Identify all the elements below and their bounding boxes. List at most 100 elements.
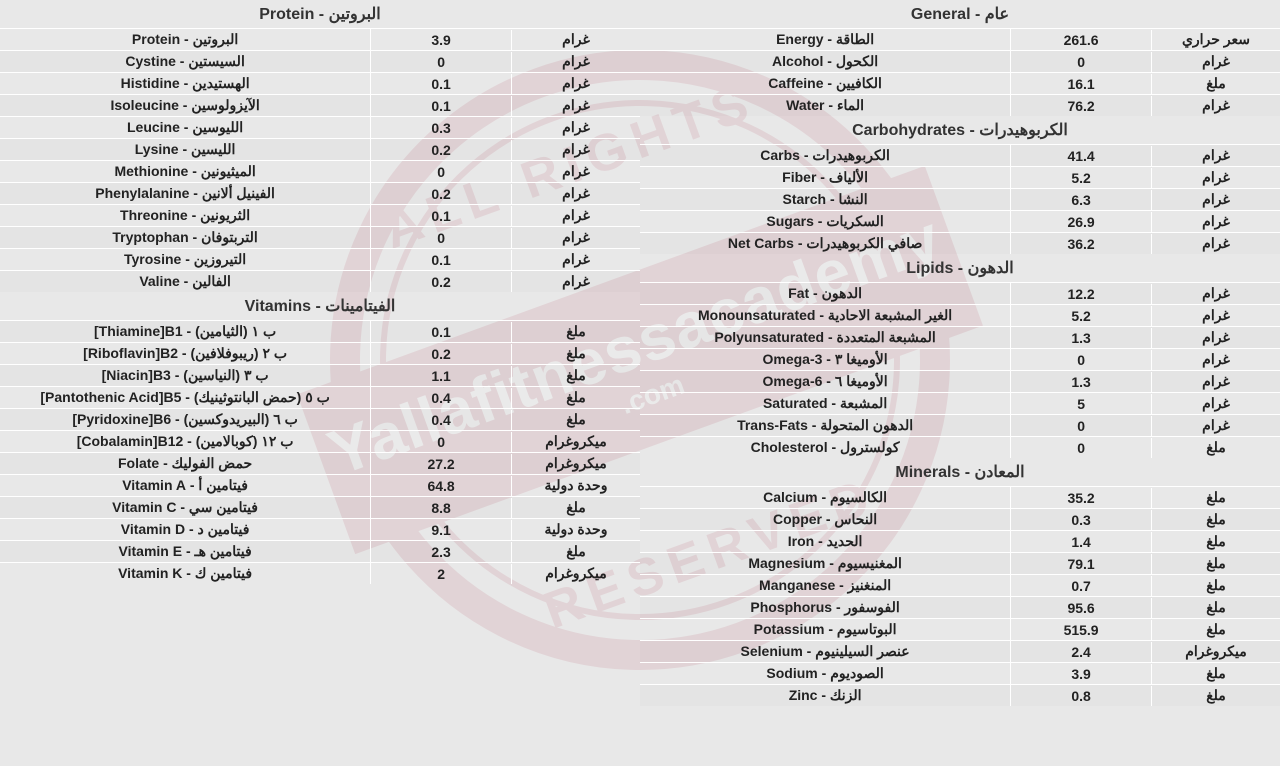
- nutrient-unit: غرام: [512, 139, 640, 160]
- table-row: فيتامين سي - Vitamin C8.8ملغ: [0, 496, 640, 518]
- nutrient-name: المنغنيز - Manganese: [640, 575, 1011, 596]
- table-row: النشا - Starch6.3غرام: [640, 188, 1280, 210]
- nutrient-name: ب ٥ (حمض البانتوثينيك) - Pantothenic Aci…: [0, 387, 371, 408]
- left-section-title: الفيتامينات - Vitamins: [0, 292, 640, 320]
- nutrient-name: ب ٣ (النياسين) - Niacin]B3]: [0, 365, 371, 386]
- nutrient-name: الألياف - Fiber: [640, 167, 1011, 188]
- nutrient-unit: ملغ: [512, 409, 640, 430]
- nutrient-name: الليوسين - Leucine: [0, 117, 371, 138]
- nutrient-unit: غرام: [512, 227, 640, 248]
- nutrient-name: الدهون المتحولة - Trans-Fats: [640, 415, 1011, 436]
- table-row: الدهون - Fat12.2غرام: [640, 282, 1280, 304]
- column-left: البروتين - Proteinالبروتين - Protein3.9غ…: [0, 0, 640, 720]
- nutrient-name: الكافيين - Caffeine: [640, 73, 1011, 94]
- nutrient-value: 0.2: [371, 272, 512, 292]
- table-row: الأوميغا ٣ - Omega-30غرام: [640, 348, 1280, 370]
- nutrient-unit: غرام: [512, 29, 640, 50]
- nutrient-unit: غرام: [1152, 211, 1280, 232]
- nutrient-name: عنصر السيلينيوم - Selenium: [640, 641, 1011, 662]
- nutrient-value: 1.1: [371, 366, 512, 386]
- table-row: فيتامين أ - Vitamin A64.8وحدة دولية: [0, 474, 640, 496]
- nutrient-value: 0.2: [371, 184, 512, 204]
- nutrient-name: النحاس - Copper: [640, 509, 1011, 530]
- nutrient-value: 9.1: [371, 520, 512, 540]
- nutrient-name: الحديد - Iron: [640, 531, 1011, 552]
- nutrient-unit: غرام: [512, 117, 640, 138]
- nutrient-value: 0: [371, 228, 512, 248]
- table-row: ب ٢ (ريبوفلافين) - Riboflavin]B2]0.2ملغ: [0, 342, 640, 364]
- nutrient-value: 1.4: [1011, 532, 1152, 552]
- nutrient-unit: غرام: [512, 205, 640, 226]
- nutrient-value: 0.1: [371, 96, 512, 116]
- nutrient-unit: ملغ: [1152, 553, 1280, 574]
- table-row: الماء - Water76.2غرام: [640, 94, 1280, 116]
- nutrient-value: 5.2: [1011, 306, 1152, 326]
- nutrient-name: الكربوهيدرات - Carbs: [640, 145, 1011, 166]
- nutrient-value: 0.2: [371, 140, 512, 160]
- nutrient-name: التيروزين - Tyrosine: [0, 249, 371, 270]
- nutrient-unit: غرام: [1152, 189, 1280, 210]
- nutrient-unit: غرام: [1152, 167, 1280, 188]
- nutrient-value: 1.3: [1011, 328, 1152, 348]
- nutrient-name: الماء - Water: [640, 95, 1011, 116]
- nutrient-value: 0: [371, 432, 512, 452]
- right-section-title: عام - General: [640, 0, 1280, 28]
- table-row: البروتين - Protein3.9غرام: [0, 28, 640, 50]
- table-row: المشبعة - Saturated5غرام: [640, 392, 1280, 414]
- column-right: عام - Generalالطاقة - Energy261.6سعر حرا…: [640, 0, 1280, 720]
- nutrient-unit: ملغ: [512, 387, 640, 408]
- table-row: البوتاسيوم - Potassium515.9ملغ: [640, 618, 1280, 640]
- nutrient-value: 0: [1011, 350, 1152, 370]
- table-row: الطاقة - Energy261.6سعر حراري: [640, 28, 1280, 50]
- nutrient-value: 2.4: [1011, 642, 1152, 662]
- nutrient-name: الهستيدين - Histidine: [0, 73, 371, 94]
- nutrient-unit: غرام: [1152, 327, 1280, 348]
- nutrient-value: 0: [1011, 52, 1152, 72]
- nutrient-name: الفالين - Valine: [0, 271, 371, 292]
- nutrient-unit: غرام: [1152, 145, 1280, 166]
- table-row: الهستيدين - Histidine0.1غرام: [0, 72, 640, 94]
- table-row: السكريات - Sugars26.9غرام: [640, 210, 1280, 232]
- nutrient-unit: غرام: [512, 249, 640, 270]
- nutrient-unit: ملغ: [1152, 437, 1280, 458]
- nutrient-value: 3.9: [1011, 664, 1152, 684]
- table-row: الزنك - Zinc0.8ملغ: [640, 684, 1280, 706]
- nutrient-unit: وحدة دولية: [512, 519, 640, 540]
- nutrient-name: التربتوفان - Tryptophan: [0, 227, 371, 248]
- table-row: الآيزولوسين - Isoleucine0.1غرام: [0, 94, 640, 116]
- table-row: كولسترول - Cholesterol0ملغ: [640, 436, 1280, 458]
- table-row: الميثيونين - Methionine0غرام: [0, 160, 640, 182]
- nutrient-name: البوتاسيوم - Potassium: [640, 619, 1011, 640]
- nutrient-name: ب ١ (الثيامين) - Thiamine]B1]: [0, 321, 371, 342]
- table-row: الفوسفور - Phosphorus95.6ملغ: [640, 596, 1280, 618]
- table-row: الدهون المتحولة - Trans-Fats0غرام: [640, 414, 1280, 436]
- nutrient-unit: غرام: [1152, 393, 1280, 414]
- nutrient-unit: ميكروغرام: [512, 431, 640, 452]
- nutrient-name: فيتامين سي - Vitamin C: [0, 497, 371, 518]
- nutrient-unit: ملغ: [1152, 509, 1280, 530]
- nutrient-value: 36.2: [1011, 234, 1152, 254]
- nutrient-value: 0.4: [371, 388, 512, 408]
- nutrient-unit: ملغ: [1152, 685, 1280, 706]
- table-row: النحاس - Copper0.3ملغ: [640, 508, 1280, 530]
- nutrient-value: 515.9: [1011, 620, 1152, 640]
- table-row: المشبعة المتعددة - Polyunsaturated1.3غرا…: [640, 326, 1280, 348]
- nutrient-unit: غرام: [512, 271, 640, 292]
- nutrient-name: الكالسيوم - Calcium: [640, 487, 1011, 508]
- table-row: الفالين - Valine0.2غرام: [0, 270, 640, 292]
- nutrient-unit: ميكروغرام: [512, 453, 640, 474]
- nutrient-unit: سعر حراري: [1152, 29, 1280, 50]
- nutrient-name: المشبعة - Saturated: [640, 393, 1011, 414]
- nutrient-name: الزنك - Zinc: [640, 685, 1011, 706]
- nutrient-name: البروتين - Protein: [0, 29, 371, 50]
- nutrient-unit: ميكروغرام: [1152, 641, 1280, 662]
- nutrient-unit: غرام: [1152, 415, 1280, 436]
- table-row: الليسين - Lysine0.2غرام: [0, 138, 640, 160]
- nutrient-name: المشبعة المتعددة - Polyunsaturated: [640, 327, 1011, 348]
- table-row: التربتوفان - Tryptophan0غرام: [0, 226, 640, 248]
- nutrient-value: 1.3: [1011, 372, 1152, 392]
- table-row: ب ٥ (حمض البانتوثينيك) - Pantothenic Aci…: [0, 386, 640, 408]
- table-row: ب ٦ (البيريدوكسين) - Pyridoxine]B6]0.4مل…: [0, 408, 640, 430]
- nutrient-unit: غرام: [1152, 95, 1280, 116]
- table-row: ب ١ (الثيامين) - Thiamine]B1]0.1ملغ: [0, 320, 640, 342]
